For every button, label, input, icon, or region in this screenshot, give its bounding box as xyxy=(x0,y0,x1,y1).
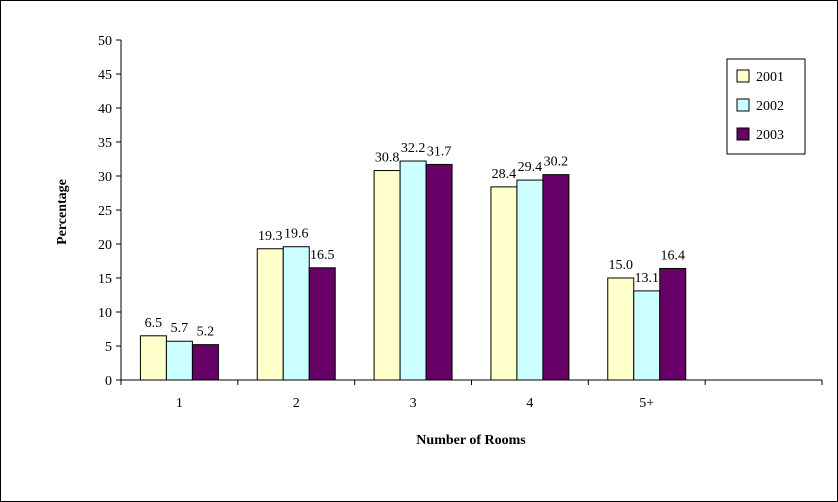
bar-2003-2 xyxy=(308,267,336,381)
y-tick-label: 0 xyxy=(105,374,112,389)
legend-swatch xyxy=(736,127,750,141)
data-label: 30.2 xyxy=(544,155,569,170)
bar-2002-1 xyxy=(165,340,193,381)
data-label: 16.5 xyxy=(310,248,335,263)
data-labels: 6.5 19.3 30.8 28.4 15.0 5.7 19.6 32.2 29.4 13.1 5.… xyxy=(145,141,685,340)
bar-2001-3 xyxy=(373,170,401,381)
x-axis-title: Number of Rooms xyxy=(416,433,526,448)
bar-2001-4 xyxy=(490,186,518,381)
legend-swatch xyxy=(736,69,750,83)
bar-2003-3 xyxy=(425,163,453,381)
bar-2002-5+ xyxy=(633,290,661,381)
data-label: 16.4 xyxy=(661,248,686,263)
y-tick-label: 10 xyxy=(98,306,112,321)
legend-label: 2002 xyxy=(756,99,784,114)
y-tick-label: 20 xyxy=(98,238,112,253)
data-label: 19.3 xyxy=(258,229,283,244)
y-tick-label: 35 xyxy=(98,136,112,151)
data-label: 15.0 xyxy=(609,258,634,273)
y-tick-label: 50 xyxy=(98,34,112,49)
data-label: 5.7 xyxy=(171,321,189,336)
bar-2001-1 xyxy=(139,335,167,381)
x-tick-label: 2 xyxy=(293,396,300,411)
bar-2002-2 xyxy=(282,246,310,381)
data-label: 13.1 xyxy=(635,271,660,286)
x-tick-label: 3 xyxy=(410,396,417,411)
legend-label: 2003 xyxy=(756,128,784,143)
bar-2003-4 xyxy=(542,174,570,381)
bars xyxy=(139,160,687,381)
legend-swatch xyxy=(736,98,750,112)
y-tick-label: 15 xyxy=(98,272,112,287)
data-label: 32.2 xyxy=(401,141,426,156)
data-label: 29.4 xyxy=(518,160,543,175)
data-label: 6.5 xyxy=(145,316,163,331)
y-axis-ticks: 0 5 10 15 20 25 30 35 40 45 50 xyxy=(98,34,121,389)
bar-2001-2 xyxy=(256,248,284,381)
y-tick-label: 25 xyxy=(98,204,112,219)
data-label: 19.6 xyxy=(284,227,309,242)
data-label: 28.4 xyxy=(492,167,517,182)
y-tick-label: 40 xyxy=(98,102,112,117)
bar-2003-5+ xyxy=(659,267,687,381)
bar-2001-5+ xyxy=(607,277,635,381)
legend-label: 2001 xyxy=(756,70,784,85)
x-tick-label: 1 xyxy=(176,396,183,411)
y-tick-label: 30 xyxy=(98,170,112,185)
x-tick-label: 4 xyxy=(526,396,533,411)
bar-2002-3 xyxy=(399,160,427,381)
data-label: 30.8 xyxy=(375,151,400,166)
x-tick-label: 5+ xyxy=(639,396,654,411)
data-label: 31.7 xyxy=(427,144,452,159)
legend: 2001 2002 2003 xyxy=(726,58,806,155)
y-tick-label: 5 xyxy=(105,340,112,355)
bar-2003-1 xyxy=(191,344,219,381)
data-label: 5.2 xyxy=(197,325,215,340)
y-tick-label: 45 xyxy=(98,68,112,83)
bar-2002-4 xyxy=(516,179,544,381)
y-axis-title: Percentage xyxy=(55,179,70,245)
x-axis-ticks: 1 2 3 4 5+ xyxy=(120,380,823,411)
